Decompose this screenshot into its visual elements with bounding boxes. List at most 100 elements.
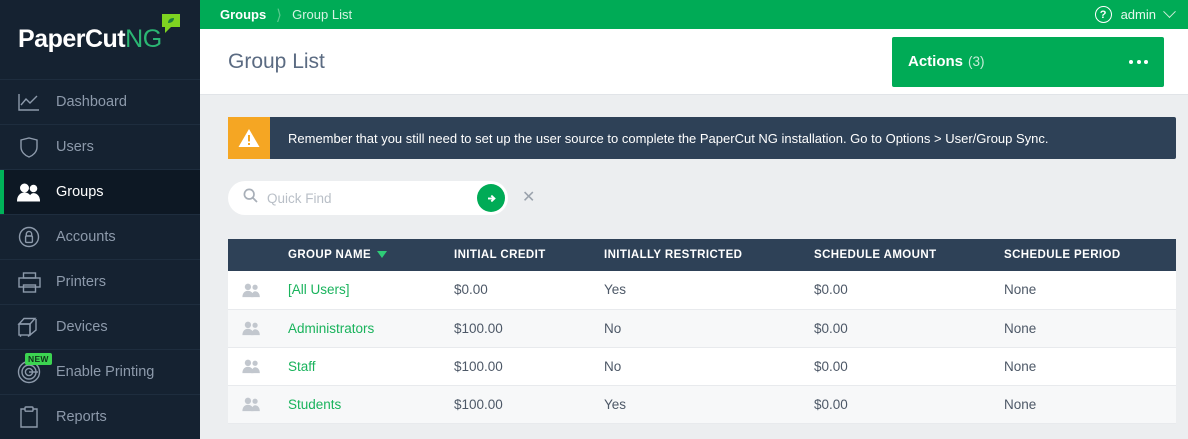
table-row[interactable]: [All Users] $0.00 Yes $0.00 None <box>228 271 1176 310</box>
group-list-table: GROUP NAME INITIAL CREDIT INITIALLY REST… <box>228 239 1176 424</box>
sidebar-item-label: Accounts <box>56 229 116 245</box>
column-label: SCHEDULE AMOUNT <box>814 249 937 261</box>
help-circle-icon[interactable]: ? <box>1094 6 1112 23</box>
sidebar-item-printers[interactable]: Printers <box>0 259 200 304</box>
cell-schedule-period: None <box>1004 385 1176 424</box>
cell-initially-restricted: Yes <box>604 271 814 310</box>
column-header-schedule-amount[interactable]: SCHEDULE AMOUNT <box>814 239 1004 271</box>
actions-button-label: Actions <box>908 53 964 70</box>
printer-icon <box>16 269 42 295</box>
sort-descending-icon[interactable] <box>377 251 388 259</box>
column-label: SCHEDULE PERIOD <box>1004 249 1121 261</box>
table-header-row: GROUP NAME INITIAL CREDIT INITIALLY REST… <box>228 239 1176 271</box>
lock-circle-icon <box>16 224 42 250</box>
row-icon-cell <box>228 347 288 386</box>
new-badge: NEW <box>25 353 52 366</box>
setup-warning-message: Remember that you still need to set up t… <box>288 130 1049 146</box>
group-icon <box>228 282 288 298</box>
sidebar-item-devices[interactable]: Devices <box>0 304 200 349</box>
target-icon: NEW <box>16 353 52 385</box>
sidebar-item-accounts[interactable]: Accounts <box>0 214 200 259</box>
group-name-link[interactable]: [All Users] <box>288 282 350 298</box>
cell-initial-credit: $0.00 <box>454 271 604 310</box>
column-label: INITIALLY RESTRICTED <box>604 249 743 261</box>
sidebar-item-reports[interactable]: Reports <box>0 394 200 439</box>
column-header-initially-restricted[interactable]: INITIALLY RESTRICTED <box>604 239 814 271</box>
column-header-schedule-period[interactable]: SCHEDULE PERIOD <box>1004 239 1176 271</box>
brand-paper: Paper <box>18 25 85 53</box>
group-icon <box>228 396 288 412</box>
sidebar-item-label: Groups <box>56 184 104 200</box>
cell-schedule-amount: $0.00 <box>814 271 1004 310</box>
cell-initially-restricted: Yes <box>604 385 814 424</box>
sidebar-item-users[interactable]: Users <box>0 124 200 169</box>
breadcrumb-separator-icon: ⟩ <box>275 6 283 24</box>
group-name-link[interactable]: Students <box>288 396 342 412</box>
sidebar-item-enable-printing[interactable]: NEW Enable Printing <box>0 349 200 394</box>
sidebar-item-label: Dashboard <box>56 94 127 110</box>
actions-button[interactable]: Actions (3) <box>892 36 1164 87</box>
actions-button-count: (3) <box>968 54 985 69</box>
cell-schedule-amount: $0.00 <box>814 347 1004 386</box>
brand-logo[interactable]: PaperCutNG <box>0 0 200 79</box>
sidebar: PaperCutNG Dashboard <box>0 0 200 439</box>
row-icon-cell <box>228 385 288 424</box>
user-menu-label[interactable]: admin <box>1120 7 1156 22</box>
cell-schedule-period: None <box>1004 347 1176 386</box>
column-header-group-name[interactable]: GROUP NAME <box>288 239 454 271</box>
brand-cut: Cut <box>84 25 126 53</box>
search-submit-button[interactable] <box>477 184 505 212</box>
cell-initial-credit: $100.00 <box>454 385 604 424</box>
table-row[interactable]: Students $100.00 Yes $0.00 None <box>228 385 1176 424</box>
cell-group-name: Staff <box>288 347 454 386</box>
search-input[interactable] <box>267 190 477 206</box>
cell-group-name: Administrators <box>288 309 454 348</box>
group-icon <box>228 320 288 336</box>
sidebar-item-label: Devices <box>56 319 108 335</box>
sidebar-item-label: Enable Printing <box>56 364 155 380</box>
chart-line-icon <box>16 89 42 115</box>
chevron-down-icon[interactable] <box>1163 5 1176 19</box>
breadcrumb-parent[interactable]: Groups <box>220 7 267 22</box>
table-header: GROUP NAME INITIAL CREDIT INITIALLY REST… <box>228 239 1176 271</box>
cell-group-name: Students <box>288 385 454 424</box>
table-row[interactable]: Staff $100.00 No $0.00 None <box>228 347 1176 386</box>
sidebar-item-dashboard[interactable]: Dashboard <box>0 79 200 124</box>
row-icon-cell <box>228 271 288 310</box>
breadcrumb-current: Group List <box>292 7 353 22</box>
warning-triangle-icon <box>228 117 270 159</box>
clear-search-icon[interactable]: ✕ <box>522 189 536 206</box>
page-header: Group List Actions (3) <box>200 29 1188 95</box>
leaf-bubble-icon <box>162 14 180 33</box>
group-name-link[interactable]: Staff <box>288 358 316 374</box>
main-area: Groups ⟩ Group List ? admin Group List A… <box>200 0 1188 439</box>
ellipsis-icon[interactable] <box>1129 59 1148 64</box>
row-icon-cell <box>228 309 288 348</box>
group-name-link[interactable]: Administrators <box>288 320 375 336</box>
cell-group-name: [All Users] <box>288 271 454 310</box>
column-label: GROUP NAME <box>288 249 372 261</box>
column-label: INITIAL CREDIT <box>454 249 546 261</box>
cell-initially-restricted: No <box>604 309 814 348</box>
cell-schedule-period: None <box>1004 309 1176 348</box>
sidebar-item-label: Reports <box>56 409 107 425</box>
column-header-icon <box>228 239 288 271</box>
brand-ng: NG <box>125 25 162 53</box>
cell-schedule-period: None <box>1004 271 1176 310</box>
table-body: [All Users] $0.00 Yes $0.00 None <box>228 271 1176 424</box>
cell-initial-credit: $100.00 <box>454 309 604 348</box>
cell-schedule-amount: $0.00 <box>814 309 1004 348</box>
table-row[interactable]: Administrators $100.00 No $0.00 None <box>228 309 1176 348</box>
brand-logo-text: PaperCutNG <box>18 25 162 54</box>
users-group-icon <box>16 179 42 205</box>
top-bar: Groups ⟩ Group List ? admin <box>200 0 1188 29</box>
sidebar-item-label: Printers <box>56 274 106 290</box>
cell-schedule-amount: $0.00 <box>814 385 1004 424</box>
column-header-initial-credit[interactable]: INITIAL CREDIT <box>454 239 604 271</box>
shield-icon <box>16 134 42 160</box>
quick-find-box[interactable] <box>228 181 508 215</box>
search-icon <box>243 188 258 208</box>
cell-initially-restricted: No <box>604 347 814 386</box>
topbar-right-group: ? admin <box>1094 5 1176 23</box>
sidebar-item-groups[interactable]: Groups <box>0 169 200 214</box>
